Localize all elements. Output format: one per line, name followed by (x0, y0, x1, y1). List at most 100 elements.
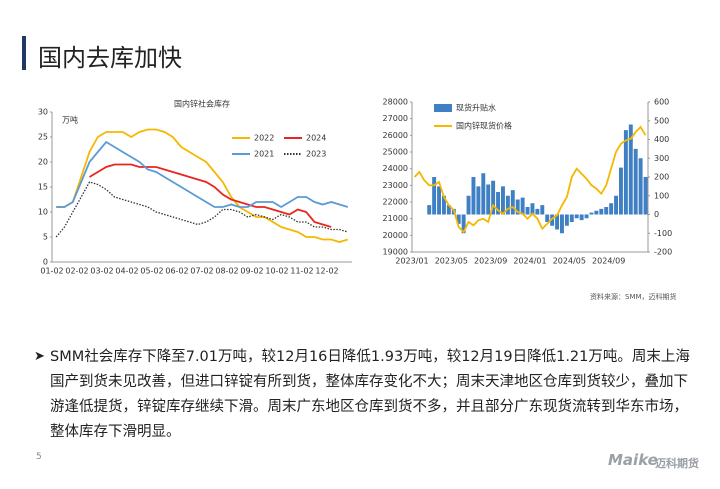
bar (584, 214, 589, 219)
x-tick-label: 02-02 (65, 267, 88, 276)
bar (432, 177, 437, 215)
x-tick-label: 08-02 (215, 267, 238, 276)
y-tick-label: 19000 (383, 248, 408, 257)
body-text: SMM社会库存下降至7.01万吨，较12月16日降低1.93万吨，较12月19日… (50, 349, 690, 440)
y-tick-label: 23000 (383, 181, 408, 190)
x-tick-label: 06-02 (165, 267, 188, 276)
title-accent (22, 36, 26, 70)
y-tick-label: 22000 (383, 198, 408, 207)
series-line (56, 128, 349, 243)
y2-tick-label: 300 (654, 154, 669, 163)
bar (535, 208, 540, 215)
legend-label: 2023 (306, 150, 326, 159)
bar (545, 214, 550, 222)
bar (550, 214, 555, 226)
bar (599, 208, 604, 215)
x-tick-label: 05-02 (140, 267, 163, 276)
logo-cn: 迈科期货 (655, 457, 699, 470)
bar (481, 173, 486, 215)
bar (510, 190, 515, 215)
bar (614, 195, 618, 215)
source-note: 资料来源：SMM，迈科期货 (590, 293, 677, 301)
bar (555, 214, 559, 230)
page-number: 5 (36, 452, 42, 462)
y2-tick-label: 400 (654, 135, 669, 144)
bar (628, 124, 633, 215)
y2-tick-label: -100 (654, 229, 672, 238)
series-line (56, 140, 349, 209)
bar (461, 214, 466, 234)
slide-title: 国内去库加快 (38, 44, 182, 72)
series-line (89, 163, 332, 228)
x-tick-label: 2023/09 (474, 257, 507, 266)
bar (619, 167, 623, 215)
x-tick-label: 10-02 (265, 267, 288, 276)
bar (427, 205, 432, 215)
x-tick-label: 04-02 (115, 267, 138, 276)
y-tick-label: 30 (38, 108, 48, 117)
x-tick-label: 2024/01 (513, 257, 546, 266)
bar (609, 203, 614, 215)
x-tick-label: 2023/05 (435, 257, 468, 266)
bar (466, 195, 471, 215)
y-tick-label: 27000 (383, 114, 408, 123)
bar (574, 214, 579, 219)
bar (486, 184, 491, 215)
y-tick-label: 25 (38, 133, 48, 142)
bar (594, 210, 599, 215)
bar (437, 186, 441, 215)
x-tick-label: 09-02 (240, 267, 263, 276)
bar (633, 148, 638, 215)
y-tick-label: 24000 (383, 164, 408, 173)
legend-label: 国内锌现货价格 (456, 121, 512, 131)
bar (515, 199, 520, 215)
series-line (413, 125, 647, 234)
x-tick-label: 07-02 (190, 267, 213, 276)
bar (638, 158, 643, 215)
y2-tick-label: 500 (654, 116, 669, 125)
legend-label: 2024 (306, 134, 326, 143)
x-tick-label: 11-02 (290, 267, 313, 276)
bar (643, 177, 648, 215)
legend-label: 2022 (254, 134, 274, 143)
y-tick-label: 21000 (383, 214, 408, 223)
y2-tick-label: 100 (654, 191, 669, 200)
bar (560, 214, 564, 234)
bar (446, 205, 451, 215)
x-tick-label: 2024/09 (592, 257, 625, 266)
bar (501, 186, 505, 215)
x-tick-label: 12-02 (315, 267, 338, 276)
legend-label: 现货升贴水 (456, 103, 496, 113)
legend-swatch (434, 104, 452, 112)
y-tick-label: 28000 (383, 98, 408, 107)
charts: 0 5 10 15 20 25 30 01-02 02-02 03-02 04-02 05-02 06-… (38, 98, 672, 276)
y-tick-label: 5 (43, 233, 48, 242)
bar (442, 195, 446, 215)
bar (564, 214, 569, 226)
bar (491, 180, 496, 215)
chart-title: 国内锌社会库存 (174, 99, 230, 109)
bar (589, 212, 594, 215)
y2-tick-label: 600 (654, 98, 669, 107)
x-tick-label: 2023/01 (395, 257, 428, 266)
y-tick-label: 0 (43, 258, 48, 267)
y2-tick-label: 200 (654, 173, 669, 182)
y2-tick-label: -200 (654, 248, 672, 257)
bar (569, 214, 574, 222)
x-tick-label: 01-02 (40, 267, 63, 276)
y-tick-label: 26000 (383, 131, 408, 140)
bar (476, 186, 481, 215)
y2-tick-label: 0 (654, 210, 659, 219)
x-tick-label: 03-02 (90, 267, 113, 276)
bar (520, 197, 525, 215)
y-tick-label: 20 (38, 158, 48, 167)
bar (496, 192, 500, 215)
bar (525, 207, 530, 215)
bullet-marker: ➤ (34, 349, 45, 364)
bar (456, 214, 461, 224)
bar (505, 195, 510, 215)
bar (604, 207, 609, 215)
series-line (55, 181, 348, 238)
bar (579, 214, 584, 221)
bar (540, 205, 545, 215)
